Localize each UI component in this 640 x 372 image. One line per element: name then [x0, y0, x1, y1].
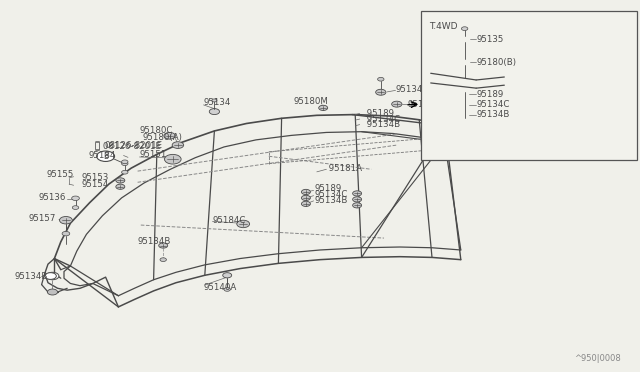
Circle shape	[224, 288, 230, 291]
Circle shape	[378, 77, 384, 81]
Text: 95134B: 95134B	[138, 237, 171, 246]
Circle shape	[60, 217, 72, 224]
Circle shape	[172, 142, 184, 148]
Text: 08126-8201E: 08126-8201E	[104, 141, 163, 150]
Text: 95134C: 95134C	[364, 115, 399, 124]
Circle shape	[122, 160, 128, 164]
Circle shape	[353, 191, 362, 196]
Text: 95136: 95136	[38, 193, 66, 202]
Text: 95189: 95189	[476, 90, 504, 99]
Bar	[421, 11, 637, 160]
Circle shape	[353, 197, 362, 202]
Circle shape	[47, 289, 58, 295]
Circle shape	[116, 178, 125, 183]
Circle shape	[159, 243, 168, 248]
Text: 95181A: 95181A	[326, 164, 362, 173]
Text: 95189: 95189	[364, 109, 394, 118]
Circle shape	[45, 273, 56, 279]
Circle shape	[212, 99, 217, 102]
Circle shape	[116, 184, 125, 189]
Text: 95134: 95134	[396, 85, 423, 94]
Circle shape	[461, 27, 468, 31]
Text: 95134C: 95134C	[476, 100, 509, 109]
Circle shape	[301, 195, 310, 201]
Text: 95157: 95157	[29, 214, 56, 223]
Circle shape	[301, 189, 310, 195]
Circle shape	[122, 170, 128, 174]
Circle shape	[164, 132, 175, 139]
Circle shape	[72, 196, 79, 201]
Circle shape	[392, 101, 402, 107]
Circle shape	[209, 109, 220, 115]
Text: 95134B: 95134B	[14, 272, 47, 280]
Text: 95180C: 95180C	[140, 126, 173, 135]
Circle shape	[376, 89, 386, 95]
Circle shape	[46, 272, 59, 280]
Text: 95151: 95151	[140, 150, 167, 159]
Circle shape	[72, 206, 79, 209]
Text: ^950|0008: ^950|0008	[574, 354, 621, 363]
Circle shape	[353, 203, 362, 208]
Text: Ⓑ: Ⓑ	[95, 141, 100, 150]
Text: 95154: 95154	[82, 180, 109, 189]
Text: 95134B: 95134B	[315, 196, 348, 205]
Text: 95134: 95134	[204, 98, 231, 107]
Circle shape	[160, 258, 166, 262]
Text: 95189: 95189	[315, 185, 342, 193]
Text: 95180(A): 95180(A)	[142, 133, 182, 142]
Circle shape	[460, 102, 469, 107]
Text: 95180M: 95180M	[293, 97, 328, 106]
Circle shape	[319, 105, 328, 110]
Text: T.4WD: T.4WD	[429, 22, 458, 31]
Circle shape	[223, 273, 232, 278]
Text: 95153: 95153	[82, 173, 109, 182]
Text: B: B	[103, 152, 108, 161]
Circle shape	[237, 220, 250, 228]
Circle shape	[164, 154, 181, 164]
Circle shape	[459, 59, 470, 65]
Text: 95140A: 95140A	[204, 283, 237, 292]
Text: 95184C: 95184C	[212, 216, 246, 225]
Circle shape	[460, 92, 469, 97]
Circle shape	[301, 201, 310, 206]
Text: 95134C: 95134C	[315, 190, 348, 199]
Text: 95180(B): 95180(B)	[476, 58, 516, 67]
Circle shape	[122, 162, 128, 166]
Circle shape	[97, 151, 115, 161]
Text: 95180(B): 95180(B)	[407, 100, 447, 109]
Circle shape	[460, 112, 469, 118]
Text: 95135: 95135	[476, 35, 504, 44]
Circle shape	[62, 231, 70, 236]
Text: Ⓑ 08126-8201E: Ⓑ 08126-8201E	[95, 141, 161, 150]
Text: 95134B: 95134B	[476, 110, 509, 119]
Text: 95184: 95184	[88, 151, 116, 160]
Text: 95134B: 95134B	[364, 120, 399, 129]
Text: 95155: 95155	[46, 170, 74, 179]
Circle shape	[459, 36, 470, 42]
